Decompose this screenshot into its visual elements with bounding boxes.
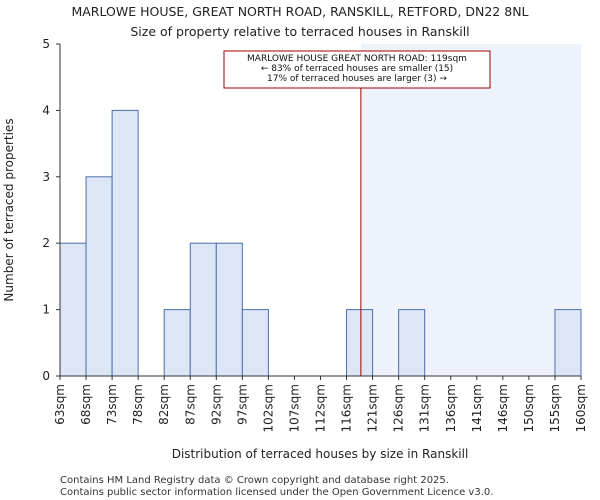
bar-87sqm bbox=[189, 242, 217, 377]
y-axis-title: Number of terraced properties bbox=[2, 118, 16, 301]
annotation-box bbox=[223, 50, 491, 89]
x-axis-title: Distribution of terraced houses by size … bbox=[172, 447, 469, 461]
bar-116sqm bbox=[346, 309, 374, 377]
x-tick-label-136sqm: 136sqm bbox=[444, 384, 458, 432]
y-tick-label-5: 5 bbox=[42, 37, 50, 51]
bar-82sqm bbox=[163, 309, 191, 377]
x-tick-label-121sqm: 121sqm bbox=[366, 384, 380, 432]
bars-group bbox=[59, 109, 582, 377]
x-tick-label-160sqm: 160sqm bbox=[574, 384, 588, 432]
x-tick-label-146sqm: 146sqm bbox=[496, 384, 510, 432]
bar-73sqm bbox=[111, 109, 139, 377]
footer-line-1: Contains HM Land Registry data © Crown c… bbox=[60, 475, 449, 486]
x-tick-label-82sqm: 82sqm bbox=[157, 384, 171, 425]
larger-properties-highlight bbox=[360, 44, 581, 376]
x-tick-label-87sqm: 87sqm bbox=[183, 384, 197, 425]
bar-92sqm bbox=[215, 242, 243, 377]
bar-97sqm bbox=[241, 309, 269, 377]
annotation-line-larger: 17% of terraced houses are larger (3) → bbox=[267, 74, 447, 84]
x-tick-label-107sqm: 107sqm bbox=[287, 384, 301, 432]
chart-title: MARLOWE HOUSE, GREAT NORTH ROAD, RANSKIL… bbox=[71, 4, 528, 19]
x-tick-label-141sqm: 141sqm bbox=[470, 384, 484, 432]
x-tick-label-116sqm: 116sqm bbox=[340, 384, 354, 432]
annotation-line-property: MARLOWE HOUSE GREAT NORTH ROAD: 119sqm bbox=[247, 54, 467, 64]
footer-line-2: Contains public sector information licen… bbox=[60, 487, 493, 498]
chart-subtitle: Size of property relative to terraced ho… bbox=[130, 24, 469, 39]
x-tick-label-126sqm: 126sqm bbox=[392, 384, 406, 432]
annotation-line-smaller: ← 83% of terraced houses are smaller (15… bbox=[261, 64, 453, 74]
x-tick-label-97sqm: 97sqm bbox=[235, 384, 249, 425]
bar-68sqm bbox=[85, 176, 113, 377]
x-tick-label-78sqm: 78sqm bbox=[131, 384, 145, 425]
x-tick-label-131sqm: 131sqm bbox=[418, 384, 432, 432]
bar-126sqm bbox=[398, 309, 426, 377]
x-tick-label-102sqm: 102sqm bbox=[261, 384, 275, 432]
x-tick-label-150sqm: 150sqm bbox=[522, 384, 536, 432]
x-tick-label-112sqm: 112sqm bbox=[314, 384, 328, 432]
y-tick-label-3: 3 bbox=[42, 170, 50, 184]
y-tick-label-2: 2 bbox=[42, 236, 50, 250]
y-tick-label-1: 1 bbox=[42, 303, 50, 317]
x-tick-label-92sqm: 92sqm bbox=[209, 384, 223, 425]
property-annotation: MARLOWE HOUSE GREAT NORTH ROAD: 119sqm ←… bbox=[223, 50, 491, 89]
x-tick-label-68sqm: 68sqm bbox=[79, 384, 93, 425]
y-ticks-group: 0 1 2 3 4 5 bbox=[42, 37, 60, 383]
bar-155sqm bbox=[554, 309, 582, 377]
x-tick-label-63sqm: 63sqm bbox=[53, 384, 67, 425]
y-tick-label-4: 4 bbox=[42, 103, 50, 117]
y-tick-label-0: 0 bbox=[42, 369, 50, 383]
bar-63sqm bbox=[59, 242, 87, 377]
x-tick-label-73sqm: 73sqm bbox=[105, 384, 119, 425]
x-tick-label-155sqm: 155sqm bbox=[548, 384, 562, 432]
x-ticks-group: 63sqm 68sqm 73sqm 78sqm 82sqm 87sqm 92sqm 97sqm… bbox=[53, 376, 588, 432]
